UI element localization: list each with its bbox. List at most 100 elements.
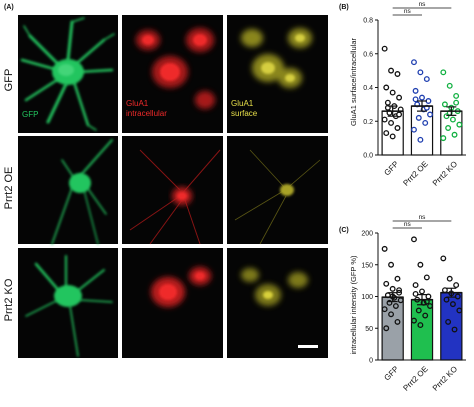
chart-b: (B) GluA1 surface/intracellular 0.0 0.2 0.… — [339, 1, 466, 188]
data-point — [453, 92, 460, 99]
micrograph-oe-gfp — [18, 136, 118, 245]
data-point — [415, 114, 422, 121]
label-surface-1: GluA1 — [231, 99, 254, 108]
y-tick-label: 100 — [361, 294, 373, 301]
label-intracellular-1: GluA1 — [126, 99, 149, 108]
data-point — [423, 274, 430, 281]
chart-c-ylabel: intracellular intensity (GFP %) — [349, 255, 358, 355]
category-label: GFP — [382, 159, 400, 177]
data-point — [388, 261, 395, 268]
label-gfp-channel: GFP — [22, 110, 38, 119]
data-point — [397, 297, 404, 304]
y-tick-label: 50 — [365, 326, 373, 333]
data-point — [394, 275, 401, 282]
data-point — [446, 275, 453, 282]
data-point — [389, 285, 396, 292]
panel-b-label: (B) — [339, 4, 349, 11]
category-label: Prrt2 OE — [401, 159, 429, 187]
data-point — [386, 299, 393, 306]
data-point — [412, 87, 419, 94]
data-point — [381, 245, 388, 252]
micrograph-oe-surface — [227, 136, 328, 245]
data-point — [427, 111, 433, 118]
y-tick-label: 150 — [361, 262, 373, 269]
label-intracellular-2: intracellular — [126, 109, 167, 118]
data-point — [419, 288, 425, 295]
data-point — [425, 293, 432, 300]
data-point — [456, 121, 463, 128]
y-tick-label: 0 — [369, 358, 373, 365]
data-point — [440, 69, 447, 76]
micrograph-oe-intracellular — [122, 136, 223, 245]
data-point — [451, 131, 458, 138]
data-point — [453, 99, 460, 106]
data-point — [384, 99, 391, 106]
data-point — [449, 301, 456, 308]
y-tick-label: 200 — [361, 231, 373, 238]
significance-label: ns — [404, 8, 412, 15]
micrograph-gfp-intracellular — [122, 15, 223, 133]
data-point — [445, 125, 452, 131]
data-point — [423, 76, 430, 83]
data-point — [383, 84, 390, 91]
data-point — [411, 126, 417, 133]
data-point — [396, 94, 403, 101]
data-point — [412, 291, 419, 297]
data-point — [411, 236, 417, 243]
micrograph-gfp-gfp — [18, 15, 118, 133]
data-point — [394, 318, 401, 325]
data-point — [415, 307, 422, 314]
micrograph-ko-gfp — [18, 248, 118, 358]
micrograph-ko-surface — [227, 248, 328, 358]
data-point — [394, 125, 401, 131]
significance-label: ns — [404, 221, 412, 228]
data-point — [445, 318, 452, 325]
significance-label: ns — [419, 1, 427, 8]
data-point — [388, 67, 395, 74]
data-point — [454, 293, 461, 300]
data-point — [417, 261, 424, 268]
y-tick-label: 0.8 — [363, 18, 373, 25]
data-point — [392, 303, 399, 309]
data-point — [417, 322, 424, 329]
data-point — [440, 135, 447, 142]
y-tick-label: 0.2 — [363, 119, 373, 126]
data-point — [412, 282, 419, 289]
chart-b-ylabel: GluA1 surface/intracellular — [349, 38, 358, 126]
data-point — [396, 287, 403, 294]
row-label-prrt2-oe: Prrt2 OE — [3, 167, 15, 210]
label-surface-2: surface — [231, 109, 258, 118]
data-point — [456, 307, 463, 314]
significance-label: ns — [419, 214, 427, 221]
data-point — [422, 119, 429, 126]
chart-c: (C) intracellular intensity (GFP %) 0 50 1… — [339, 214, 466, 393]
data-point — [411, 59, 417, 66]
panel-c-label: (C) — [339, 227, 349, 234]
data-point — [381, 45, 388, 52]
data-point — [449, 116, 456, 123]
data-point — [451, 326, 458, 333]
micrograph-gfp-surface — [227, 15, 328, 133]
data-point — [419, 94, 425, 101]
data-point — [381, 306, 388, 313]
row-label-gfp: GFP — [3, 69, 15, 92]
data-point — [389, 89, 396, 96]
data-point — [453, 282, 460, 289]
data-point — [381, 116, 388, 123]
data-point — [383, 280, 390, 287]
data-point — [383, 325, 390, 332]
data-point — [441, 101, 448, 108]
category-label: Prrt2 OE — [401, 364, 429, 392]
category-label: Prrt2 KO — [431, 159, 459, 187]
data-point — [422, 312, 429, 319]
category-label: GFP — [382, 364, 400, 382]
data-point — [396, 111, 403, 118]
data-point — [411, 317, 417, 324]
data-point — [440, 255, 447, 262]
y-tick-label: 0.4 — [363, 85, 373, 92]
y-tick-label: 0.0 — [363, 153, 373, 160]
data-point — [417, 136, 424, 143]
data-point — [388, 119, 395, 126]
category-label: Prrt2 KO — [431, 364, 459, 392]
